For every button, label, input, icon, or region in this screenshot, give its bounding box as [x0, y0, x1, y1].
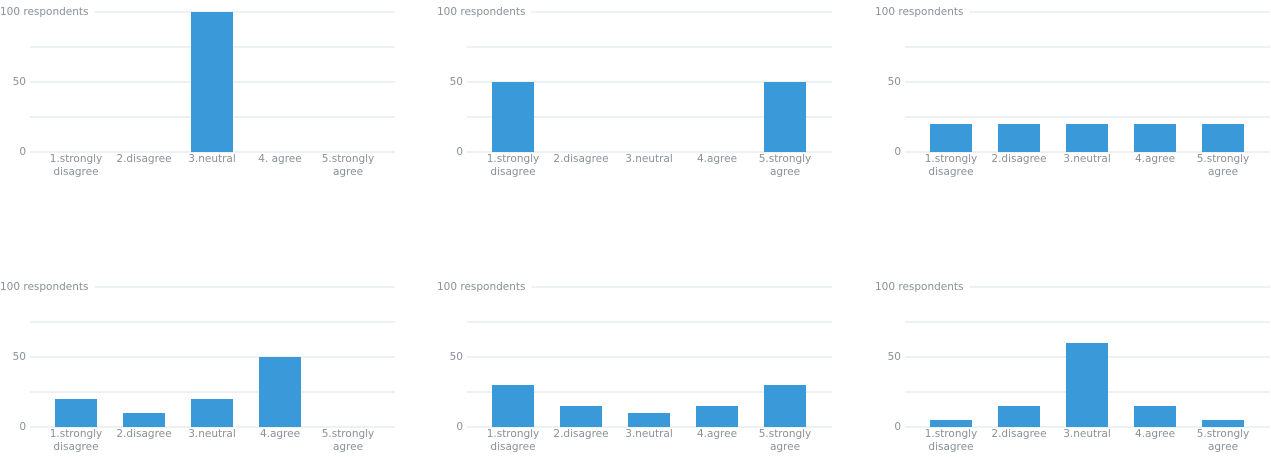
label-background [875, 280, 970, 294]
x-tick-label: 3.neutral [1063, 428, 1111, 440]
y-tick-label: 50 [13, 351, 26, 363]
bar [560, 406, 602, 427]
x-tick-label: 1.strongly disagree [487, 428, 540, 453]
x-tick-label: 3.neutral [1063, 153, 1111, 165]
x-tick-label: 1.strongly disagree [925, 153, 978, 178]
bar [1066, 124, 1108, 152]
bar-chart: 0 50 100 respondents 1.strongly disagree 2.di… [875, 280, 1270, 453]
bar [492, 385, 534, 427]
bar [764, 82, 806, 152]
bar [1202, 420, 1244, 427]
bar-chart: 0 50 100 respondents 1.strongly disagree 2.di… [0, 5, 395, 178]
x-tick-label: 4.agree [1135, 153, 1175, 165]
x-tick-label: 2.disagree [553, 428, 608, 440]
x-tick-label: 5.strongly agree [322, 153, 375, 178]
bar [55, 399, 97, 427]
bar [191, 399, 233, 427]
x-tick-label: 5.strongly agree [1197, 153, 1250, 178]
y-tick-label: 0 [456, 421, 463, 433]
x-tick-label: 2.disagree [991, 428, 1046, 440]
y-tick-label: 50 [888, 351, 901, 363]
bar-chart: 0 50 100 respondents 1.strongly disagree 2.di… [437, 280, 832, 453]
y-tick-label: 50 [450, 351, 463, 363]
y-tick-label: 100 respondents [437, 6, 526, 18]
x-tick-label: 1.strongly disagree [925, 428, 978, 453]
x-tick-label: 3.neutral [188, 428, 236, 440]
y-tick-label: 100 respondents [0, 281, 89, 293]
x-tick-label: 4.agree [697, 428, 737, 440]
y-tick-label: 0 [19, 146, 26, 158]
y-tick-label: 100 respondents [875, 281, 964, 293]
bar-chart: 0 50 100 respondents 1.strongly disagree 2.di… [875, 5, 1270, 178]
x-tick-label: 1.strongly disagree [50, 153, 103, 178]
bar [259, 357, 301, 427]
bar [492, 82, 534, 152]
x-tick-label: 5.strongly agree [759, 428, 812, 453]
x-tick-label: 1.strongly disagree [50, 428, 103, 453]
label-background [437, 280, 532, 294]
x-tick-label: 3.neutral [625, 428, 673, 440]
x-tick-label: 3.neutral [188, 153, 236, 165]
x-tick-label: 2.disagree [991, 153, 1046, 165]
bar [764, 385, 806, 427]
bar-chart: 0 50 100 respondents 1.strongly disagree 2.di… [0, 280, 395, 453]
y-tick-label: 0 [456, 146, 463, 158]
y-tick-label: 0 [894, 421, 901, 433]
x-tick-label: 4. agree [258, 153, 301, 165]
y-tick-label: 0 [894, 146, 901, 158]
x-tick-label: 5.strongly agree [322, 428, 375, 453]
y-tick-label: 50 [888, 76, 901, 88]
bar-chart: 0 50 100 respondents 1.strongly disagree 2.di… [437, 5, 832, 178]
y-tick-label: 100 respondents [875, 6, 964, 18]
x-tick-label: 3.neutral [625, 153, 673, 165]
bar [628, 413, 670, 427]
x-tick-label: 2.disagree [116, 428, 171, 440]
label-background [875, 5, 970, 19]
bar [696, 406, 738, 427]
bar [930, 124, 972, 152]
x-tick-label: 2.disagree [553, 153, 608, 165]
bar [1202, 124, 1244, 152]
y-tick-label: 100 respondents [437, 281, 526, 293]
bar [930, 420, 972, 427]
label-background [0, 5, 95, 19]
y-tick-label: 50 [450, 76, 463, 88]
x-tick-label: 4.agree [1135, 428, 1175, 440]
bar [191, 12, 233, 152]
x-tick-label: 4.agree [697, 153, 737, 165]
bar [1066, 343, 1108, 427]
x-tick-label: 2.disagree [116, 153, 171, 165]
label-background [0, 280, 95, 294]
bar [1134, 406, 1176, 427]
x-tick-label: 1.strongly disagree [487, 153, 540, 178]
bar [1134, 124, 1176, 152]
x-tick-label: 4.agree [260, 428, 300, 440]
x-tick-label: 5.strongly agree [1197, 428, 1250, 453]
bar [998, 124, 1040, 152]
y-tick-label: 0 [19, 421, 26, 433]
bar [123, 413, 165, 427]
x-tick-label: 5.strongly agree [759, 153, 812, 178]
y-tick-label: 100 respondents [0, 6, 89, 18]
y-tick-label: 50 [13, 76, 26, 88]
bar [998, 406, 1040, 427]
label-background [437, 5, 532, 19]
